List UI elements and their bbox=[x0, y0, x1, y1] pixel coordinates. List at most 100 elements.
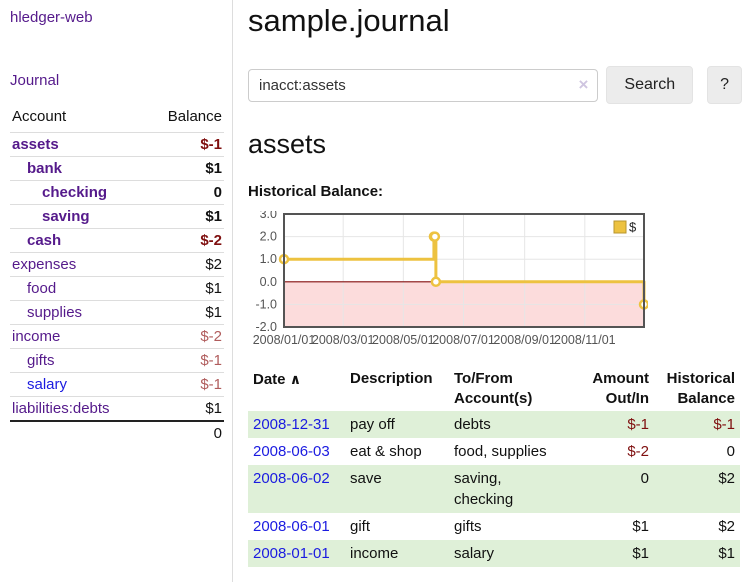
transaction-balance: $1 bbox=[718, 545, 735, 562]
balance-column-header: Balance bbox=[167, 108, 222, 125]
svg-text:2008/01/01: 2008/01/01 bbox=[253, 333, 316, 347]
account-row-cash: cash $-2 bbox=[10, 228, 224, 253]
svg-text:2008/05/01: 2008/05/01 bbox=[372, 333, 435, 347]
account-row-assets: assets $-1 bbox=[10, 132, 224, 157]
account-row-food: food $1 bbox=[10, 276, 224, 301]
help-button[interactable]: ? bbox=[707, 66, 742, 104]
transaction-amount: 0 bbox=[640, 470, 649, 487]
transaction-date-link[interactable]: 2008-06-03 bbox=[253, 443, 330, 460]
account-link-supplies[interactable]: supplies bbox=[27, 304, 83, 321]
chart-title: Historical Balance: bbox=[248, 183, 384, 200]
transaction-row[interactable]: 2008-12-31 pay off debts $-1 $-1 bbox=[248, 411, 740, 438]
svg-text:2008/03/01: 2008/03/01 bbox=[312, 333, 375, 347]
svg-text:2008/07/01: 2008/07/01 bbox=[432, 333, 495, 347]
transaction-date-link[interactable]: 2008-06-01 bbox=[253, 518, 330, 535]
svg-text:2008/11/01: 2008/11/01 bbox=[554, 333, 616, 347]
account-link-expenses[interactable]: expenses bbox=[12, 256, 77, 273]
account-link-food[interactable]: food bbox=[27, 280, 57, 297]
account-link-assets[interactable]: assets bbox=[12, 136, 59, 153]
account-link-liabilities-debts[interactable]: liabilities:debts bbox=[12, 400, 110, 417]
transaction-date-link[interactable]: 2008-12-31 bbox=[253, 416, 330, 433]
account-row-salary: salary $-1 bbox=[10, 372, 224, 397]
account-balance: $1 bbox=[145, 396, 224, 421]
account-link-cash[interactable]: cash bbox=[27, 232, 62, 249]
account-balance: $1 bbox=[145, 156, 224, 181]
main-content: sample.journal × Search ? assets Histori… bbox=[248, 0, 742, 567]
account-row-gifts: gifts $-1 bbox=[10, 348, 224, 373]
account-link-income[interactable]: income bbox=[12, 328, 61, 345]
page-title: sample.journal bbox=[248, 3, 450, 38]
app-title-link[interactable]: hledger-web bbox=[10, 9, 93, 26]
account-link-salary[interactable]: salary bbox=[27, 376, 68, 393]
account-balance: $-2 bbox=[145, 324, 224, 349]
date-column-header[interactable]: Date ∧ bbox=[248, 367, 345, 411]
transaction-row[interactable]: 2008-06-02 save saving, checking 0 $2 bbox=[248, 465, 740, 513]
transaction-amount: $-1 bbox=[627, 416, 649, 433]
transaction-row[interactable]: 2008-01-01 income salary $1 $1 bbox=[248, 540, 740, 567]
svg-text:0.0: 0.0 bbox=[260, 275, 277, 289]
amount-column-header: Amount Out/In bbox=[592, 370, 649, 407]
account-balance: $-1 bbox=[145, 372, 224, 397]
accounts-column-header: To/From Account(s) bbox=[454, 370, 533, 407]
transaction-row[interactable]: 2008-06-01 gift gifts $1 $2 bbox=[248, 513, 740, 540]
account-link-bank[interactable]: bank bbox=[27, 160, 63, 177]
transaction-amount: $1 bbox=[632, 518, 649, 535]
account-balance: $1 bbox=[145, 276, 224, 301]
description-column-header: Description bbox=[350, 370, 433, 387]
transaction-amount: $1 bbox=[632, 545, 649, 562]
svg-text:$: $ bbox=[629, 220, 637, 235]
balance-column-header: Historical Balance bbox=[666, 370, 735, 407]
svg-text:-2.0: -2.0 bbox=[255, 320, 277, 334]
transaction-accounts: saving, checking bbox=[454, 470, 514, 508]
account-row-expenses: expenses $2 bbox=[10, 252, 224, 277]
transaction-balance: $-1 bbox=[713, 416, 735, 433]
account-balance: $2 bbox=[145, 252, 224, 277]
transaction-accounts: gifts bbox=[454, 518, 482, 535]
transaction-balance: 0 bbox=[726, 443, 735, 460]
transaction-accounts: food, supplies bbox=[454, 443, 547, 460]
date-column-label: Date bbox=[253, 371, 286, 388]
svg-text:-1.0: -1.0 bbox=[255, 297, 277, 311]
svg-text:2.0: 2.0 bbox=[260, 230, 277, 244]
clear-search-icon[interactable]: × bbox=[578, 74, 589, 94]
search-form: × Search ? bbox=[248, 66, 742, 104]
account-heading: assets bbox=[248, 129, 327, 159]
account-row-liabilities-debts: liabilities:debts $1 bbox=[10, 396, 224, 421]
account-link-saving[interactable]: saving bbox=[42, 208, 90, 225]
account-balance: 0 bbox=[145, 180, 224, 205]
transaction-description: eat & shop bbox=[350, 443, 422, 460]
account-link-gifts[interactable]: gifts bbox=[27, 352, 55, 369]
transactions-table: Date ∧ Description To/From Account(s) Am… bbox=[248, 367, 740, 567]
account-row-checking: checking 0 bbox=[10, 180, 224, 205]
transaction-accounts: debts bbox=[454, 416, 491, 433]
account-balance: $1 bbox=[145, 300, 224, 325]
svg-text:2008/09/01: 2008/09/01 bbox=[493, 333, 556, 347]
transaction-accounts: salary bbox=[454, 545, 495, 562]
account-balance: $-1 bbox=[145, 348, 224, 373]
transaction-description: income bbox=[350, 545, 399, 562]
sidebar: hledger-web Journal Account Balance asse… bbox=[0, 0, 233, 582]
search-input[interactable] bbox=[248, 68, 599, 102]
account-row-supplies: supplies $1 bbox=[10, 300, 224, 325]
account-balance: $-1 bbox=[145, 132, 224, 157]
account-balance: $-2 bbox=[145, 228, 224, 253]
accounts-total-row: 0 bbox=[10, 420, 224, 445]
account-balance: $1 bbox=[145, 204, 224, 229]
chart-canvas: 3.0 2.0 1.0 0.0 -1.0 -2.02008/01/012008/03/01… bbox=[253, 207, 650, 347]
transactions-header-row: Date ∧ Description To/From Account(s) Am… bbox=[248, 367, 740, 411]
sidebar-item-journal[interactable]: Journal bbox=[10, 72, 60, 89]
transaction-balance: $2 bbox=[718, 470, 735, 487]
transaction-description: gift bbox=[350, 518, 371, 535]
accounts-balance-table: Account Balance assets $-1 bank $1 check… bbox=[10, 104, 224, 445]
account-link-checking[interactable]: checking bbox=[42, 184, 108, 201]
transaction-row[interactable]: 2008-06-03 eat & shop food, supplies $-2… bbox=[248, 438, 740, 465]
search-button[interactable]: Search bbox=[606, 66, 694, 104]
svg-text:3.0: 3.0 bbox=[260, 211, 277, 221]
transaction-amount: $-2 bbox=[627, 443, 649, 460]
account-row-bank: bank $1 bbox=[10, 156, 224, 181]
transaction-date-link[interactable]: 2008-01-01 bbox=[253, 545, 330, 562]
account-row-saving: saving $1 bbox=[10, 204, 224, 229]
accounts-table-header: Account Balance bbox=[10, 104, 224, 133]
transaction-date-link[interactable]: 2008-06-02 bbox=[253, 470, 330, 487]
transaction-description: save bbox=[350, 470, 382, 487]
